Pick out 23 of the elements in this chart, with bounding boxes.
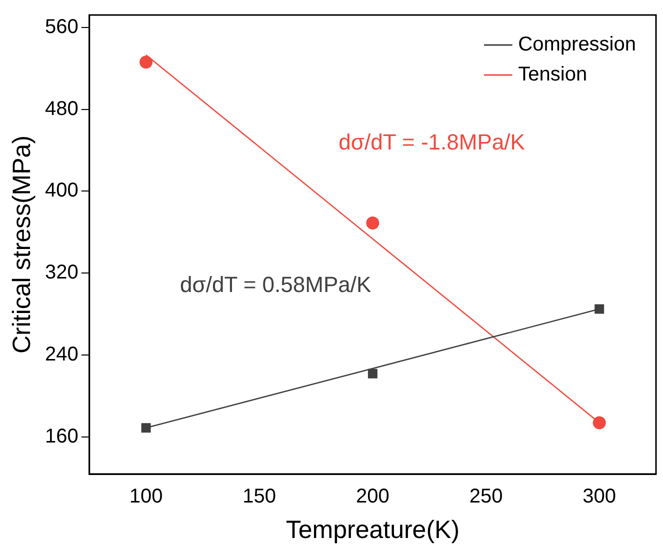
point [140, 56, 153, 69]
x-tick-label: 300 [582, 486, 616, 508]
legend-label: Tension [518, 64, 588, 86]
y-tick-label: 400 [44, 180, 78, 202]
y-axis-title: Critical stress(MPa) [8, 135, 36, 354]
point [141, 423, 151, 433]
y-tick-label: 480 [44, 98, 78, 120]
legend-label: Compression [518, 34, 636, 56]
point [594, 304, 604, 314]
y-tick-label: 560 [44, 16, 78, 38]
x-tick-label: 200 [356, 486, 390, 508]
y-tick-label: 160 [44, 426, 78, 448]
point [368, 368, 378, 378]
x-tick-label: 150 [242, 486, 276, 508]
x-tick-label: 100 [129, 486, 163, 508]
y-tick-label: 320 [44, 262, 78, 284]
x-axis-title: Tempreature(K) [286, 516, 460, 544]
y-tick-label: 240 [44, 344, 78, 366]
annotation: dσ/dT = -1.8MPa/K [338, 130, 526, 155]
point [366, 216, 380, 230]
annotation: dσ/dT = 0.58MPa/K [180, 272, 372, 297]
point [592, 416, 606, 430]
x-tick-label: 250 [469, 486, 503, 508]
